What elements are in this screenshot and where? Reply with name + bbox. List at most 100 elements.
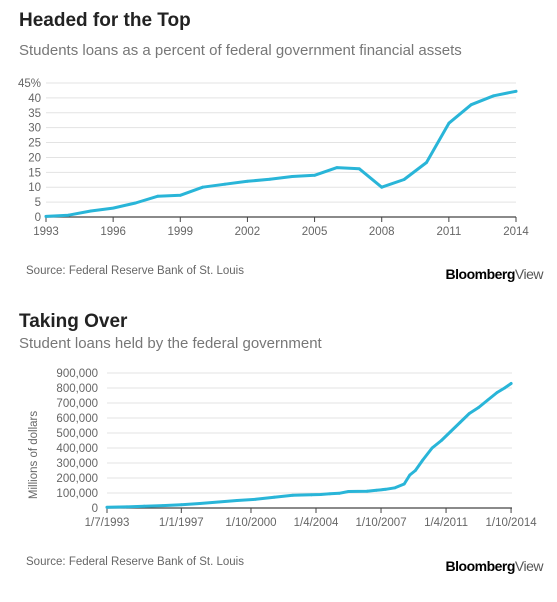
chart-1-data-point	[402, 178, 406, 181]
chart-2-y-tick-label: 400,000	[56, 443, 98, 455]
chart-1-x-tick-label: 2008	[369, 226, 395, 238]
chart-2-ylabel: Millions of dollars	[28, 411, 40, 499]
chart-1-y-tick-label: 0	[35, 212, 41, 224]
chart-2-data-point	[384, 487, 388, 491]
chart-1-data-point	[111, 206, 115, 210]
chart-2-data-point	[179, 503, 183, 507]
chart-2-data-point	[235, 499, 239, 502]
chart-1-data-point	[514, 89, 518, 93]
chart-2-y-tick-label: 300,000	[56, 458, 98, 470]
chart-1-data-point	[223, 182, 227, 186]
chart-1-y-tick-label: 20	[28, 152, 41, 164]
chart-2-data-point	[272, 495, 276, 499]
chart-2-data-point	[328, 492, 332, 496]
chart-1-data-point	[447, 121, 451, 125]
chart-1-y-tick-label: 25	[28, 138, 41, 150]
brand-name-bold: Bloomberg	[445, 266, 516, 282]
chart-2-grid	[107, 372, 512, 494]
chart-1-data-point	[290, 175, 294, 178]
chart-2-data-point	[449, 430, 453, 433]
chart-1-data-point	[246, 179, 249, 183]
brand-name-light: View	[514, 558, 544, 574]
chart-1-data-point	[89, 209, 93, 213]
chart-1-x-tick-label: 1999	[167, 226, 193, 238]
chart-1-y-tick-label: 15	[28, 167, 41, 179]
chart-2-x-tick-label: 1/10/2014	[485, 517, 537, 529]
chart-2-data-point	[503, 386, 506, 390]
chart-1-brand-logo: BloombergView	[445, 266, 544, 282]
chart-2-data-point	[310, 493, 313, 497]
chart-1-data-point	[380, 185, 384, 189]
chart-1-x-tick-label: 2005	[302, 226, 328, 238]
chart-2-y-tick-label: 100,000	[56, 488, 98, 500]
chart-1-x-tick-label: 2014	[503, 226, 529, 238]
chart-1-data-point	[425, 161, 428, 164]
chart-1-y-tick-label: 40	[28, 93, 41, 105]
chart-2-data-point	[124, 505, 127, 509]
chart-1-data-point	[335, 166, 339, 169]
chart-2-x-tick-label: 1/1/1997	[159, 517, 204, 529]
chart-2-data-point	[291, 493, 295, 497]
chart-1-y-tick-label: 45%	[18, 78, 41, 90]
chart-2-y-tick-label: 600,000	[56, 413, 98, 425]
chart-1-y-tick-label: 10	[28, 182, 41, 194]
chart-2-data-point	[347, 490, 350, 493]
chart-2-series-line	[105, 382, 513, 509]
chart-1-x-tick-label: 1996	[100, 226, 126, 238]
chart-2-data-point	[421, 458, 425, 462]
chart-2-y-tick-label: 700,000	[56, 398, 98, 410]
chart-1-grid	[46, 82, 516, 203]
chart-1-data-point	[201, 185, 205, 189]
chart-1-series	[44, 89, 518, 218]
chart-2-data-point	[319, 493, 322, 496]
chart-2-data-point	[105, 505, 109, 509]
chart-1-data-point	[156, 194, 160, 198]
chart-1-data-point	[357, 167, 361, 171]
chart-1-data-point	[268, 177, 272, 181]
chart-2-data-point	[217, 500, 220, 504]
chart-1-data-point	[469, 103, 473, 107]
chart-1-data-point	[492, 94, 495, 98]
chart-2-y-axis: 0 100,000 200,000 300,000 400,000 500,000 600,…	[56, 368, 98, 515]
chart-2-x-tick-label: 1/10/2000	[225, 517, 276, 529]
chart-2-title: Taking Over	[19, 311, 128, 332]
chart-2-data-point	[509, 382, 513, 385]
chart-2-data-point	[458, 421, 462, 424]
chart-2-data-point	[430, 446, 434, 450]
chart-2-data-point	[467, 412, 471, 415]
chart-1-data-point	[67, 213, 70, 217]
chart-1-y-axis: 0 5 10 15 20 25 30 35 40 45%	[18, 78, 41, 224]
chart-panel-2: Taking Over Student loans held by the fe…	[0, 300, 557, 595]
chart-2-y-tick-label: 900,000	[56, 368, 98, 380]
chart-1-data-point	[178, 193, 182, 197]
chart-2-brand-logo: BloombergView	[445, 558, 544, 574]
chart-2-source: Source: Federal Reserve Bank of St. Loui…	[26, 556, 244, 568]
chart-1-series-line	[44, 89, 518, 218]
chart-2-x-tick-label: 1/4/2004	[294, 517, 339, 529]
chart-2-y-tick-label: 500,000	[56, 428, 98, 440]
chart-2-y-tick-label: 800,000	[56, 383, 98, 395]
chart-2-data-point	[408, 473, 412, 477]
chart-1-data-point	[44, 215, 48, 218]
brand-name-bold: Bloomberg	[445, 558, 516, 574]
chart-2-plot: 0 100,000 200,000 300,000 400,000 500,000 600,…	[28, 368, 537, 529]
chart-2-data-point	[440, 439, 443, 442]
chart-2-data-point	[495, 391, 499, 394]
chart-2-data-point	[414, 469, 417, 472]
chart-1-data-point	[313, 173, 316, 177]
chart-1-y-tick-label: 30	[28, 123, 41, 135]
chart-2-series	[105, 382, 513, 509]
chart-1-x-axis: 1993 1996 1999 2002 2005 2008 2011 2014	[33, 216, 529, 238]
chart-2-data-point	[254, 497, 257, 501]
chart-2-data-point	[142, 504, 146, 508]
chart-1-x-tick-label: 1993	[33, 226, 59, 238]
chart-1-subtitle: Students loans as a percent of federal g…	[19, 42, 462, 59]
chart-1-x-tick-label: 2002	[235, 226, 261, 238]
chart-1-title: Headed for the Top	[19, 10, 191, 31]
chart-1-y-tick-label: 35	[28, 108, 41, 120]
chart-2-x-tick-label: 1/4/2011	[424, 517, 468, 529]
chart-1-x-tick-label: 2011	[436, 226, 461, 238]
chart-2-x-tick-label: 1/7/1993	[85, 517, 130, 529]
chart-1-data-point	[134, 201, 137, 205]
chart-1-source: Source: Federal Reserve Bank of St. Loui…	[26, 265, 244, 277]
